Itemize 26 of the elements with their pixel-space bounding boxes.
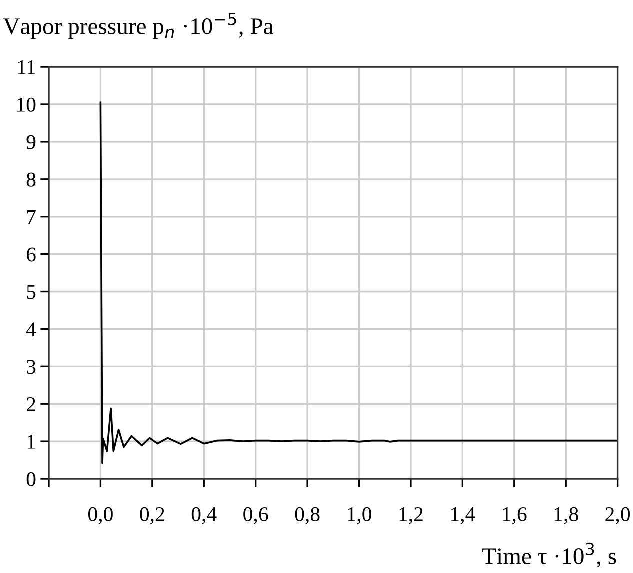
x-tick-label: 0,0 [88, 507, 113, 524]
y-tick-label: 8 [26, 172, 36, 187]
x-tick-label: 0,6 [244, 507, 268, 524]
y-tick-label: 1 [28, 435, 36, 449]
y-tick-label: 5 [27, 285, 36, 300]
x-tick-label: 0,4 [192, 507, 217, 524]
y-axis-title: Vapor pressure p$_{n}$ ·10$^{−5}$, Pa [3, 13, 274, 40]
y-tick-label: 0 [26, 472, 36, 486]
x-tick-label: 0,2 [140, 507, 164, 524]
x-tick-label: 1,2 [400, 507, 423, 524]
y-tick-label: 10 [17, 98, 36, 112]
y-tick-label: 6 [26, 248, 36, 262]
y-tick-label: 2 [26, 398, 36, 412]
x-tick-label: 1,0 [348, 507, 372, 524]
x-axis-title: Time τ ·10$^{3}$, s [482, 542, 616, 568]
line-series [100, 102, 618, 464]
y-tick-label: 11 [18, 60, 36, 74]
x-tick-label: 1,4 [451, 508, 476, 524]
x-tick-label: 0,8 [295, 507, 320, 524]
y-tick-label: 4 [26, 322, 36, 336]
y-tick-label: 3 [27, 360, 36, 374]
y-tick-label: 7 [27, 210, 36, 224]
x-tick-label: 2,0 [606, 507, 630, 524]
y-tick-label: 9 [26, 135, 36, 150]
x-tick-label: 1,8 [554, 507, 578, 524]
x-tick-label: 1,6 [503, 507, 527, 524]
